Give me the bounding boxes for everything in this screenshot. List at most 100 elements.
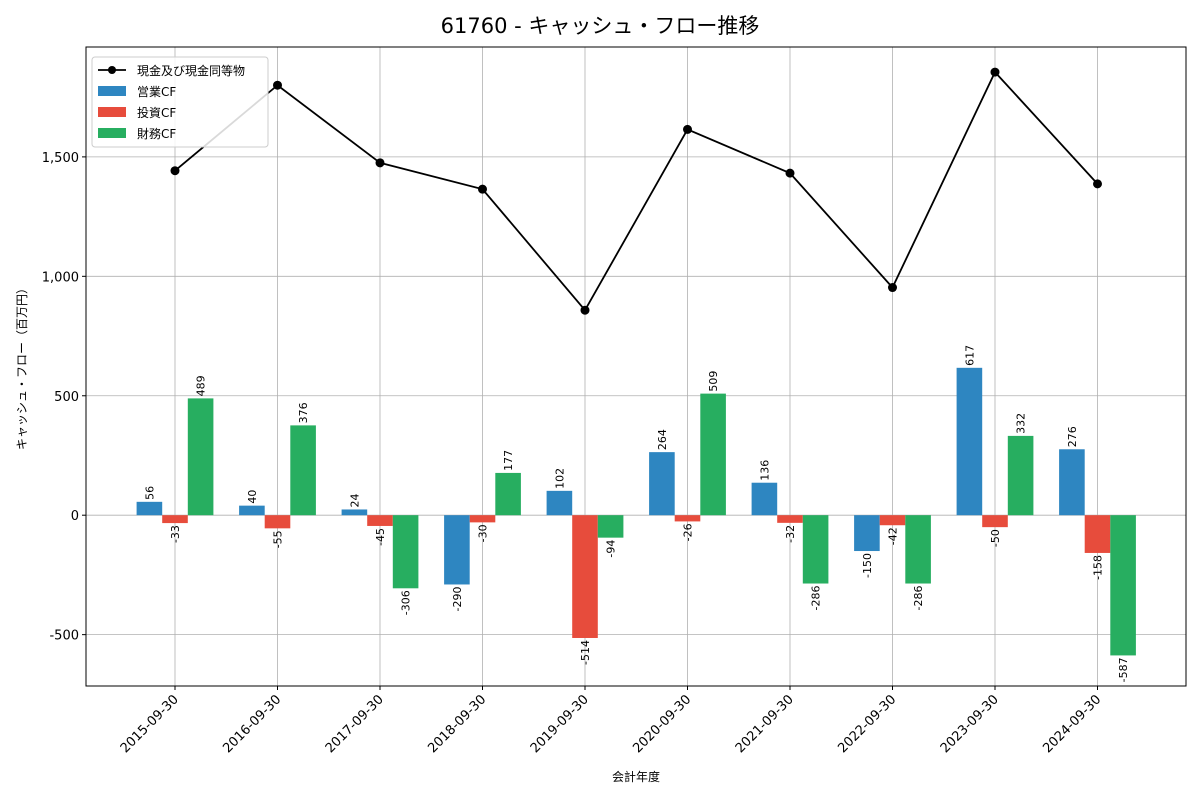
cash-line-series xyxy=(170,67,1102,315)
bar-value-label: -55 xyxy=(272,530,285,548)
bar-value-label: 489 xyxy=(195,375,208,396)
bar xyxy=(854,515,880,552)
bar xyxy=(649,452,675,516)
bar xyxy=(341,509,368,516)
bar-value-label: -306 xyxy=(400,590,413,615)
bar xyxy=(392,515,419,589)
bar-value-label: -158 xyxy=(1092,555,1105,580)
legend-entry-label: 財務CF xyxy=(137,126,176,141)
legend-box xyxy=(91,56,269,148)
x-tick-label: 2015-09-30 xyxy=(118,692,182,756)
bar xyxy=(264,515,291,529)
bar-series xyxy=(136,367,1136,656)
x-tick-label: 2016-09-30 xyxy=(220,692,284,756)
bar xyxy=(162,515,188,524)
bar-value-label: 40 xyxy=(246,490,259,504)
bar-value-label: 376 xyxy=(297,402,310,423)
bar-value-label: 24 xyxy=(348,493,361,507)
bar xyxy=(546,490,573,516)
bar-value-label: 332 xyxy=(1015,413,1028,434)
y-axis-label: キャッシュ・フロー（百万円） xyxy=(15,282,29,450)
cash-point xyxy=(170,166,180,176)
bar xyxy=(700,393,726,516)
cash-point xyxy=(273,80,282,90)
bar-value-label: -50 xyxy=(989,529,1002,547)
y-tick-label: 500 xyxy=(54,390,79,405)
x-tick-label: 2021-09-30 xyxy=(733,692,797,756)
bar xyxy=(1007,435,1034,516)
legend-bar-swatch xyxy=(98,128,126,138)
legend-bar-swatch xyxy=(98,107,126,117)
bar xyxy=(1084,515,1111,553)
bar-value-label: 136 xyxy=(758,460,771,481)
bar-value-label: 56 xyxy=(143,486,156,500)
bar-value-label: -26 xyxy=(682,523,695,541)
bar xyxy=(495,472,521,516)
bar-value-label: 264 xyxy=(656,429,669,450)
bar-value-label: -286 xyxy=(912,586,925,611)
cash-point xyxy=(683,124,692,134)
legend-entry-label: 現金及び現金同等物 xyxy=(137,63,245,78)
bar xyxy=(572,515,598,638)
plot-frame xyxy=(85,46,1187,687)
bar xyxy=(956,367,983,516)
bar-value-label: 177 xyxy=(502,450,515,471)
cash-point xyxy=(375,158,385,168)
bar xyxy=(239,505,265,516)
bar xyxy=(367,515,393,526)
x-tick-label: 2019-09-30 xyxy=(528,692,592,756)
bar-value-label: -150 xyxy=(861,553,874,578)
bar-value-label: -45 xyxy=(374,528,387,546)
bar-value-label: -32 xyxy=(784,525,797,543)
cash-point xyxy=(580,305,590,315)
x-tick-label: 2018-09-30 xyxy=(425,692,489,756)
cash-point xyxy=(1093,179,1102,189)
bar-value-label: -30 xyxy=(477,524,490,542)
bar xyxy=(879,515,906,526)
x-tick-label: 2017-09-30 xyxy=(323,692,387,756)
data-labels: 56 40 24 -290 102 264 136 -150 617 276 -33 -55 -45 -3… xyxy=(143,345,1130,683)
bar-value-label: -94 xyxy=(605,540,618,558)
chart-title: 61760 - キャッシュ・フロー推移 xyxy=(441,14,760,38)
legend-marker xyxy=(108,66,116,74)
bar-value-label: -33 xyxy=(169,525,182,543)
bar xyxy=(597,515,624,538)
bar-value-label: -514 xyxy=(579,640,592,665)
bar-value-label: -290 xyxy=(451,586,464,611)
bar-value-label: -587 xyxy=(1117,657,1130,682)
bar xyxy=(674,515,701,522)
cash-line xyxy=(174,70,1099,312)
x-axis-ticks: 2015-09-30 2016-09-30 2017-09-30 2018-09-30… xyxy=(118,686,1104,756)
legend-entry-label: 投資CF xyxy=(137,105,176,120)
cash-point xyxy=(990,67,1000,77)
legend-entry-label: 営業CF xyxy=(137,85,176,99)
bar xyxy=(469,515,496,523)
y-tick-label: -500 xyxy=(49,629,79,644)
bar xyxy=(136,501,163,516)
bar xyxy=(777,515,803,523)
bar xyxy=(982,515,1008,528)
bar xyxy=(802,515,829,584)
y-tick-label: 1,500 xyxy=(42,151,79,166)
bar xyxy=(905,515,931,584)
bar-value-label: 509 xyxy=(707,371,720,392)
x-axis-label: 会計年度 xyxy=(612,769,660,784)
grid-lines xyxy=(86,47,1186,686)
bar xyxy=(1059,449,1085,516)
x-tick-label: 2022-09-30 xyxy=(835,692,899,756)
y-tick-label: 1,000 xyxy=(42,270,79,285)
bar-value-label: 102 xyxy=(553,468,566,489)
bar xyxy=(290,425,316,516)
cash-point xyxy=(888,283,897,293)
x-tick-label: 2020-09-30 xyxy=(630,692,694,756)
bar xyxy=(187,398,214,516)
bar-value-label: -286 xyxy=(810,586,823,611)
bar-value-label: 276 xyxy=(1066,426,1079,447)
cash-point xyxy=(785,168,795,178)
y-axis-ticks: -500 0 500 1,000 1,500 xyxy=(42,151,86,644)
x-tick-label: 2024-09-30 xyxy=(1040,692,1104,756)
bar xyxy=(444,515,470,585)
bar xyxy=(1110,515,1136,656)
y-tick-label: 0 xyxy=(71,509,79,524)
